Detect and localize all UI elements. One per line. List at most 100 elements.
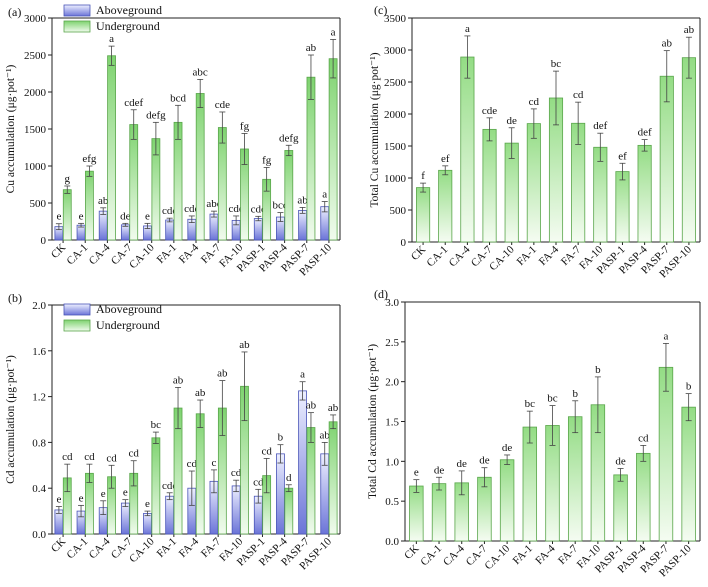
y-tick-label: 2.0: [32, 300, 46, 312]
legend-label: Underground: [96, 318, 160, 332]
panel-d: (d) 0.0 0.5 1.0 1.5 2.0 2.5 3.0 Total Cd accumul…: [367, 287, 701, 579]
bar: [253, 218, 263, 241]
significance-label: bc: [525, 398, 536, 410]
bar: [320, 453, 330, 535]
significance-label: e: [414, 467, 419, 479]
x-tick-label: CA-1: [65, 536, 91, 562]
bar: [129, 124, 139, 241]
significance-label: cd: [261, 445, 272, 457]
significance-label: cd: [106, 452, 117, 464]
significance-label: ab: [306, 42, 317, 54]
bar: [165, 219, 175, 241]
y-axis-title: Cu accumulation (μg·pot⁻¹): [5, 64, 17, 193]
y-tick-label: 2000: [384, 109, 407, 121]
bar: [438, 169, 453, 243]
significance-label: def: [593, 120, 607, 132]
x-tick-label: CA-1: [418, 543, 444, 569]
bar: [328, 421, 338, 535]
significance-label: de: [120, 210, 131, 222]
significance-label: de: [615, 456, 626, 468]
significance-label: cde: [482, 105, 497, 117]
bar: [460, 56, 475, 243]
significance-label: defg: [279, 132, 299, 144]
x-tick-label: CA-10: [487, 243, 517, 273]
panel-label: (d): [374, 287, 388, 301]
significance-label: f: [421, 170, 425, 182]
significance-label: ab: [98, 195, 109, 207]
y-tick-label: 2500: [24, 50, 47, 62]
bar: [284, 487, 294, 535]
legend-swatch: [63, 4, 91, 17]
significance-label: a: [300, 369, 305, 381]
significance-label: a: [664, 330, 669, 342]
y-axis-title: Total Cd accumulation (μg·pot⁻¹): [367, 344, 379, 499]
significance-label: a: [322, 189, 327, 201]
significance-label: ab: [306, 400, 317, 412]
y-axis-title: Cd accumulation (μg·pot⁻¹): [5, 355, 17, 484]
significance-label: bc: [551, 58, 562, 70]
panel-a: (a) 0 500 1000 1500 2000 2500 3000 Cu accumulati…: [5, 3, 341, 278]
legend-label: Aboveground: [96, 302, 162, 316]
significance-label: cd: [529, 96, 540, 108]
bar: [231, 485, 241, 535]
significance-label: cd: [62, 451, 73, 463]
x-tick-label: FA-4: [177, 241, 202, 266]
significance-label: ab: [195, 387, 206, 399]
legend: Aboveground Underground: [63, 302, 162, 332]
significance-label: c: [212, 457, 217, 469]
significance-label: e: [123, 487, 128, 499]
bar: [658, 366, 674, 542]
significance-label: b: [278, 432, 284, 444]
y-tick-label: 0.4: [32, 483, 46, 495]
y-tick-label: 500: [390, 205, 407, 217]
significance-label: de: [506, 115, 517, 127]
bar: [567, 416, 583, 542]
x-tick-label: FA-1: [155, 536, 179, 560]
bar: [681, 57, 696, 243]
significance-label: d: [286, 472, 292, 484]
y-tick-label: 2.0: [385, 377, 399, 389]
significance-label: cde: [184, 203, 199, 215]
bar: [98, 210, 108, 241]
bar: [85, 170, 94, 241]
y-tick-label: 1.6: [32, 346, 46, 358]
y-tick-label: 1000: [384, 173, 407, 185]
y-tick-label: 1.5: [385, 417, 399, 429]
legend-swatch: [63, 20, 91, 33]
y-tick-label: 1000: [24, 161, 47, 173]
legend-label: Aboveground: [96, 3, 162, 17]
significance-label: cd: [129, 448, 140, 460]
y-tick-label: 3500: [384, 13, 407, 25]
significance-label: a: [109, 33, 114, 45]
significance-label: ab: [297, 194, 308, 206]
significance-label: bc: [151, 419, 162, 431]
significance-label: a: [331, 26, 336, 38]
bar: [62, 189, 72, 241]
legend: Aboveground Underground: [63, 3, 162, 33]
panel-c: (c) 0 500 1000 1500 2000 2500 3000 3500 Total Cu …: [369, 3, 701, 280]
y-tick-label: 3000: [24, 13, 47, 25]
bar: [328, 58, 338, 241]
significance-label: de: [479, 455, 490, 467]
bar: [522, 426, 538, 542]
significance-label: cd: [638, 432, 649, 444]
significance-label: ef: [618, 150, 627, 162]
y-tick-label: 2500: [384, 77, 407, 89]
significance-label: efg: [82, 153, 97, 165]
bar: [209, 213, 219, 241]
significance-label: defg: [146, 109, 166, 121]
x-tick-label: CA-4: [87, 241, 113, 267]
y-tick-label: 2000: [24, 87, 47, 99]
y-tick-label: 0: [401, 237, 407, 249]
significance-label: e: [56, 211, 61, 223]
bar: [409, 485, 424, 542]
significance-label: cd: [231, 467, 242, 479]
significance-label: ef: [441, 153, 450, 165]
significance-label: e: [145, 498, 150, 510]
significance-label: de: [434, 464, 445, 476]
y-tick-label: 3000: [384, 45, 407, 57]
panel-label: (c): [374, 3, 387, 17]
legend-swatch: [63, 319, 91, 332]
significance-label: cd: [187, 458, 198, 470]
significance-label: cd: [84, 451, 95, 463]
